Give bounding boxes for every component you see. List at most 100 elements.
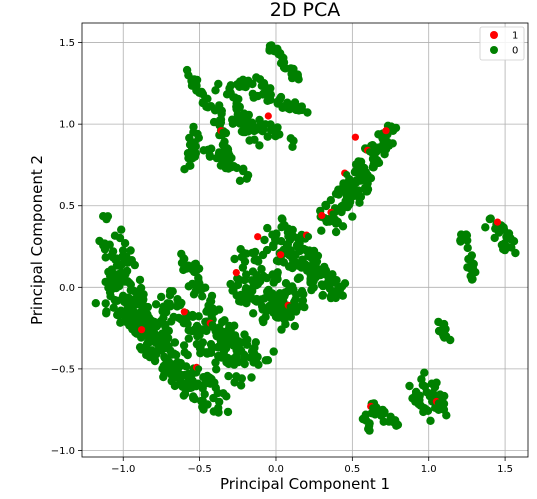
point-class-0: [242, 270, 250, 278]
point-class-0: [199, 338, 207, 346]
point-class-0: [266, 45, 274, 53]
point-class-0: [92, 299, 100, 307]
point-class-0: [299, 290, 307, 298]
point-class-0: [185, 334, 193, 342]
point-class-0: [212, 365, 220, 373]
point-class-0: [250, 355, 258, 363]
point-class-0: [224, 164, 232, 172]
point-class-0: [457, 230, 465, 238]
point-class-0: [268, 289, 276, 297]
point-class-0: [284, 287, 292, 295]
point-class-0: [197, 397, 205, 405]
legend-marker-0: [490, 46, 498, 54]
point-class-0: [240, 330, 248, 338]
point-class-0: [220, 142, 228, 150]
point-class-0: [247, 373, 255, 381]
point-class-0: [348, 212, 356, 220]
y-tick-label: 1.0: [59, 120, 75, 131]
point-class-0: [380, 150, 388, 158]
point-class-0: [184, 262, 192, 270]
point-class-0: [188, 150, 196, 158]
point-class-0: [159, 306, 167, 314]
point-class-0: [346, 182, 354, 190]
x-tick-label: 0.0: [268, 464, 284, 475]
point-class-0: [104, 212, 112, 220]
point-class-0: [416, 392, 424, 400]
point-class-1: [138, 326, 145, 333]
point-class-0: [366, 148, 373, 155]
point-class-0: [323, 218, 331, 226]
point-class-0: [189, 394, 197, 402]
point-class-0: [254, 123, 262, 131]
point-class-0: [329, 210, 336, 217]
point-class-0: [159, 373, 167, 381]
point-class-0: [111, 232, 119, 240]
point-class-0: [195, 312, 203, 320]
point-class-1: [352, 134, 359, 141]
point-class-0: [193, 76, 201, 84]
point-class-0: [170, 313, 178, 321]
point-class-0: [241, 257, 249, 265]
point-class-0: [206, 151, 214, 159]
point-class-0: [207, 340, 215, 348]
point-class-1: [181, 308, 188, 315]
point-class-0: [271, 276, 279, 284]
point-class-0: [99, 241, 107, 249]
point-class-0: [239, 165, 247, 173]
point-class-0: [190, 268, 198, 276]
point-class-0: [277, 59, 285, 67]
point-class-0: [491, 234, 499, 242]
point-class-0: [176, 377, 184, 385]
point-class-0: [251, 256, 259, 264]
x-tick-label: −1.0: [111, 464, 135, 475]
point-class-0: [158, 365, 166, 373]
point-class-0: [307, 286, 315, 294]
point-class-0: [170, 360, 178, 368]
point-class-0: [405, 382, 413, 390]
point-class-0: [356, 176, 364, 184]
point-class-0: [296, 236, 304, 244]
point-class-0: [252, 271, 260, 279]
point-class-0: [251, 248, 259, 256]
point-class-0: [289, 259, 297, 267]
y-axis-label: Principal Component 2: [28, 155, 46, 325]
point-class-0: [102, 309, 110, 317]
point-class-0: [361, 184, 369, 192]
point-class-0: [225, 84, 233, 92]
point-class-0: [148, 346, 156, 354]
point-class-0: [258, 82, 266, 90]
point-class-0: [277, 237, 285, 245]
point-class-0: [202, 348, 210, 356]
point-class-0: [230, 255, 238, 263]
point-class-0: [116, 309, 124, 317]
x-tick-label: 1.5: [497, 464, 513, 475]
point-class-1: [494, 219, 501, 226]
point-class-0: [220, 150, 228, 158]
point-class-0: [210, 379, 218, 387]
point-class-0: [210, 118, 218, 126]
point-class-0: [169, 287, 177, 295]
point-class-0: [199, 373, 207, 381]
point-class-0: [464, 255, 472, 263]
point-class-0: [139, 290, 147, 298]
point-class-0: [434, 318, 442, 326]
x-axis-label: Principal Component 1: [220, 475, 390, 493]
point-class-0: [266, 84, 274, 92]
point-class-0: [243, 175, 251, 183]
point-class-0: [272, 230, 280, 238]
point-class-0: [231, 334, 239, 342]
point-class-1: [277, 251, 284, 258]
point-class-0: [188, 143, 196, 151]
point-class-0: [294, 70, 302, 78]
point-class-0: [177, 250, 185, 258]
point-class-0: [281, 320, 289, 328]
point-class-0: [464, 244, 472, 252]
point-class-0: [380, 142, 388, 150]
point-class-0: [468, 265, 476, 273]
point-class-0: [185, 282, 193, 290]
point-class-0: [291, 251, 299, 259]
point-class-0: [214, 404, 222, 412]
point-class-0: [242, 250, 250, 258]
legend-label-0: 0: [512, 46, 518, 57]
